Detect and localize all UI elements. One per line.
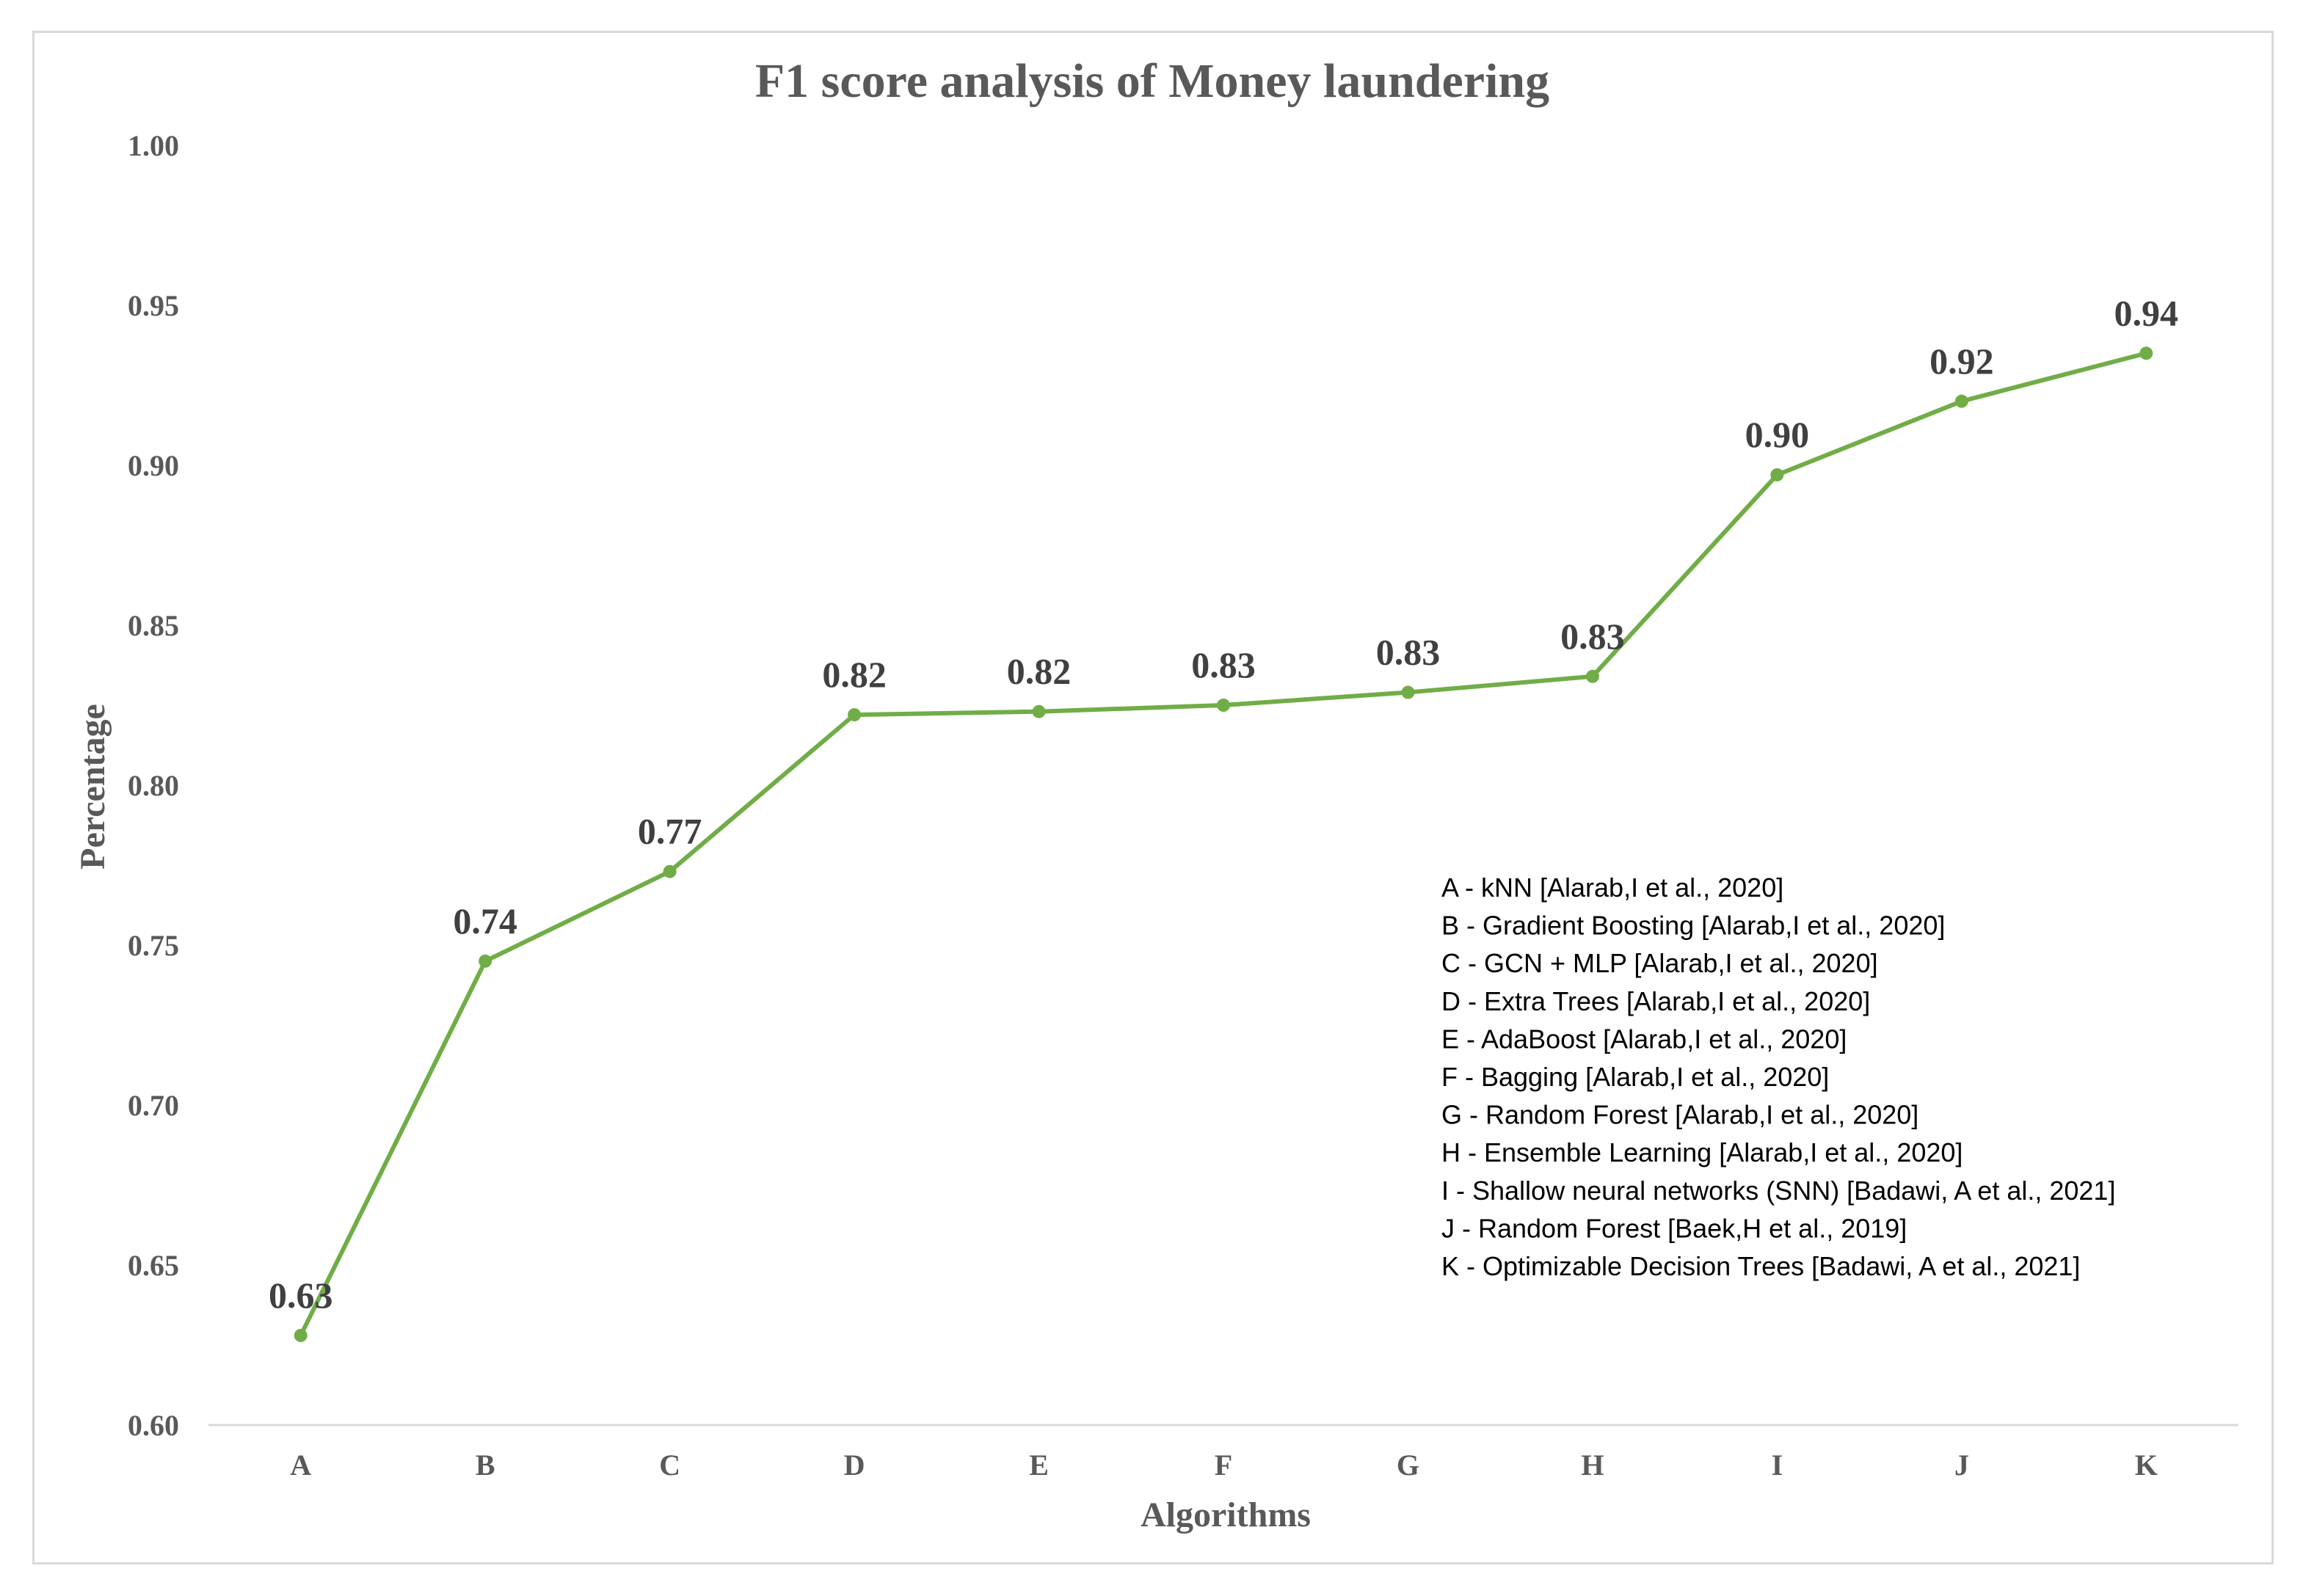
x-tick-label: B: [476, 1449, 495, 1482]
y-tick-label: 0.80: [128, 769, 179, 802]
data-label: 0.83: [1560, 616, 1625, 657]
y-tick-label: 0.95: [128, 289, 179, 322]
data-point: [479, 954, 492, 968]
y-tick-label: 1.00: [128, 129, 179, 162]
legend-item: I - Shallow neural networks (SNN) [Badaw…: [1441, 1176, 2115, 1206]
x-tick-label: K: [2135, 1449, 2158, 1482]
x-tick-label: J: [1954, 1449, 1969, 1482]
x-tick-label: F: [1215, 1449, 1232, 1482]
x-tick-label: C: [659, 1449, 680, 1482]
data-point: [663, 864, 677, 878]
x-axis-title: Algorithms: [1141, 1495, 1311, 1534]
data-point: [294, 1328, 308, 1342]
data-label: 0.63: [269, 1275, 333, 1316]
legend-item: B - Gradient Boosting [Alarab,I et al., …: [1441, 911, 1945, 941]
data-point: [1585, 669, 1599, 683]
legend-item: K - Optimizable Decision Trees [Badawi, …: [1441, 1251, 2080, 1281]
data-point: [1217, 699, 1230, 712]
data-point: [848, 708, 862, 722]
legend-item: F - Bagging [Alarab,I et al., 2020]: [1441, 1062, 1829, 1092]
data-label: 0.83: [1376, 632, 1441, 673]
data-label: 0.82: [1007, 651, 1072, 692]
legend-notes: A - kNN [Alarab,I et al., 2020] B - Gradi…: [1441, 872, 2115, 1281]
chart-frame: [32, 31, 2274, 1564]
legend-item: D - Extra Trees [Alarab,I et al., 2020]: [1441, 986, 1870, 1016]
data-point: [1032, 704, 1046, 718]
y-tick-label: 0.60: [128, 1409, 179, 1442]
data-point: [1770, 468, 1784, 482]
y-tick-label: 0.85: [128, 609, 179, 642]
legend-item: J - Random Forest [Baek,H et al., 2019]: [1441, 1213, 1907, 1243]
y-tick-label: 0.70: [128, 1089, 179, 1122]
legend-item: C - GCN + MLP [Alarab,I et al., 2020]: [1441, 948, 1878, 978]
legend-item: G - Random Forest [Alarab,I et al., 2020…: [1441, 1100, 1918, 1130]
x-tick-label: A: [290, 1449, 311, 1482]
data-point: [1401, 685, 1415, 699]
x-tick-label: D: [844, 1449, 865, 1482]
legend-item: H - Ensemble Learning [Alarab,I et al., …: [1441, 1137, 1963, 1167]
y-tick-label: 0.90: [128, 449, 179, 482]
x-tick-label: E: [1029, 1449, 1049, 1482]
data-point: [2139, 346, 2153, 360]
y-tick-label: 0.75: [128, 929, 179, 962]
x-tick-label: I: [1772, 1449, 1783, 1482]
data-label: 0.90: [1745, 414, 1810, 455]
x-axis-ticks: A B C D E F G H I J K: [290, 1449, 2158, 1482]
legend-item: A - kNN [Alarab,I et al., 2020]: [1441, 872, 1783, 903]
data-points: [294, 346, 2153, 1342]
x-tick-label: G: [1397, 1449, 1419, 1482]
x-tick-label: H: [1581, 1449, 1604, 1482]
y-axis-ticks: 0.60 0.65 0.70 0.75 0.80 0.85 0.90 0.95 1.00: [128, 129, 179, 1442]
chart-title: F1 score analysis of Money laundering: [755, 54, 1549, 108]
data-label: 0.74: [453, 900, 517, 941]
data-label: 0.83: [1191, 644, 1256, 685]
data-labels: 0.63 0.74 0.77 0.82 0.82 0.83 0.83 0.83 0.90 0.92…: [269, 292, 2178, 1316]
data-label: 0.77: [638, 811, 702, 852]
data-label: 0.82: [822, 654, 887, 695]
legend-item: E - AdaBoost [Alarab,I et al., 2020]: [1441, 1024, 1847, 1054]
data-label: 0.92: [1929, 340, 1994, 382]
y-tick-label: 0.65: [128, 1249, 179, 1282]
y-axis-title: Percentage: [73, 704, 112, 870]
data-label: 0.94: [2114, 292, 2179, 333]
data-point: [1954, 394, 1968, 408]
